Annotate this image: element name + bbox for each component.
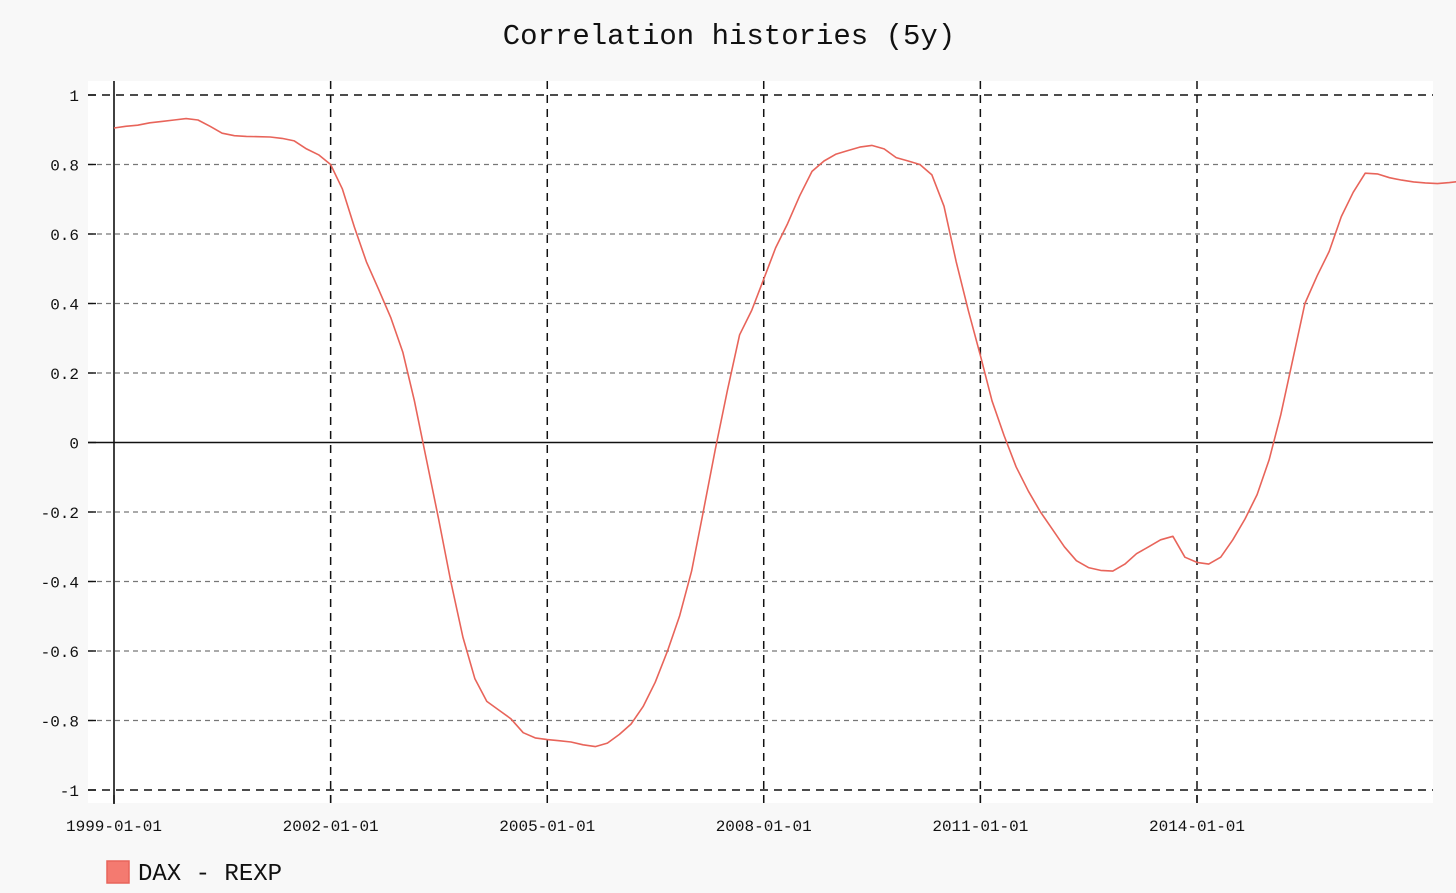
y-tick-label: 0	[69, 436, 79, 454]
chart-title: Correlation histories (5y)	[503, 20, 955, 53]
y-tick-label: 1	[69, 88, 79, 106]
x-tick-label: 2002-01-01	[283, 818, 379, 836]
grid-lines	[88, 81, 1433, 803]
y-tick-label: 0.2	[50, 366, 79, 384]
x-tick-label: 1999-01-01	[66, 818, 162, 836]
y-tick-label: -0.4	[41, 575, 79, 593]
y-tick-label: 0.6	[50, 227, 79, 245]
x-tick-label: 2005-01-01	[499, 818, 595, 836]
y-tick-labels: 1 0.8 0.6 0.4 0.2 0 -0.2 -0.4 -0.6 -0.8 -1	[41, 88, 79, 801]
series-lines	[113, 117, 1456, 748]
y-tick-label: -0.6	[41, 644, 79, 662]
y-tick-label: -1	[60, 783, 79, 801]
y-tick-label: -0.2	[41, 505, 79, 523]
x-tick-label: 2014-01-01	[1149, 818, 1245, 836]
axes	[88, 81, 1198, 804]
x-tick-label: 2008-01-01	[716, 818, 812, 836]
y-tick-label: 0.4	[50, 297, 79, 315]
legend-swatch	[106, 860, 130, 884]
series-line-dax-rexp	[113, 117, 1456, 748]
x-tick-labels: 1999-01-01 2002-01-01 2005-01-01 2008-01-01…	[66, 818, 1245, 836]
legend-entry-label: DAX - REXP	[138, 861, 282, 888]
y-tick-label: -0.8	[41, 714, 79, 732]
y-tick-label: 0.8	[50, 158, 79, 176]
x-tick-label: 2011-01-01	[932, 818, 1028, 836]
legend: DAX - REXP	[106, 860, 282, 888]
